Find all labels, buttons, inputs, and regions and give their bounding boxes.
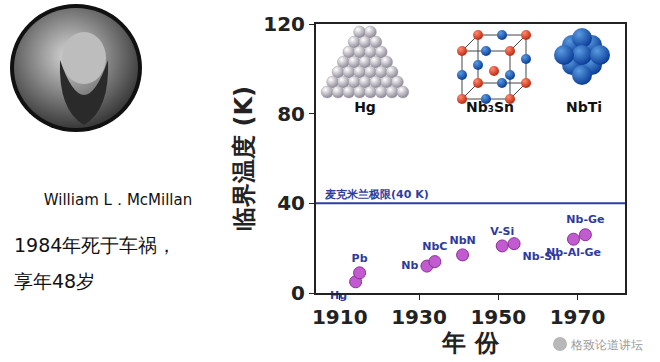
svg-text:NbC: NbC bbox=[422, 240, 447, 253]
svg-text:麦克米兰极限(40 K): 麦克米兰极限(40 K) bbox=[324, 188, 429, 201]
svg-text:William L．McMillan: William L．McMillan bbox=[44, 191, 192, 209]
svg-text:NbN: NbN bbox=[449, 234, 475, 247]
svg-text:Nb-Al-Ge: Nb-Al-Ge bbox=[546, 246, 601, 259]
svg-text:Hg: Hg bbox=[330, 289, 347, 302]
svg-text:格致论道讲坛: 格致论道讲坛 bbox=[570, 338, 643, 352]
svg-text:40: 40 bbox=[277, 191, 305, 215]
svg-text:Nb-Ge: Nb-Ge bbox=[566, 213, 604, 226]
svg-text:享年48岁: 享年48岁 bbox=[14, 270, 95, 292]
svg-text:1950: 1950 bbox=[470, 305, 526, 329]
svg-text:临界温度 (K): 临界温度 (K) bbox=[230, 86, 258, 231]
svg-text:80: 80 bbox=[277, 102, 305, 126]
svg-text:1930: 1930 bbox=[391, 305, 447, 329]
svg-text:1910: 1910 bbox=[312, 305, 368, 329]
svg-text:120: 120 bbox=[263, 12, 305, 36]
svg-text:V-Si: V-Si bbox=[490, 225, 514, 238]
svg-text:Nb₃Sn: Nb₃Sn bbox=[466, 99, 514, 115]
svg-text:NbTi: NbTi bbox=[566, 99, 602, 115]
svg-text:Nb: Nb bbox=[401, 259, 418, 272]
svg-text:Hg: Hg bbox=[354, 99, 376, 115]
svg-text:Nb-Sn: Nb-Sn bbox=[523, 250, 560, 263]
svg-text:年 份: 年 份 bbox=[441, 329, 499, 357]
svg-text:1984年死于车祸，: 1984年死于车祸， bbox=[14, 234, 176, 256]
svg-text:1970: 1970 bbox=[550, 305, 606, 329]
svg-text:0: 0 bbox=[291, 281, 305, 305]
svg-text:Pb: Pb bbox=[352, 252, 368, 265]
